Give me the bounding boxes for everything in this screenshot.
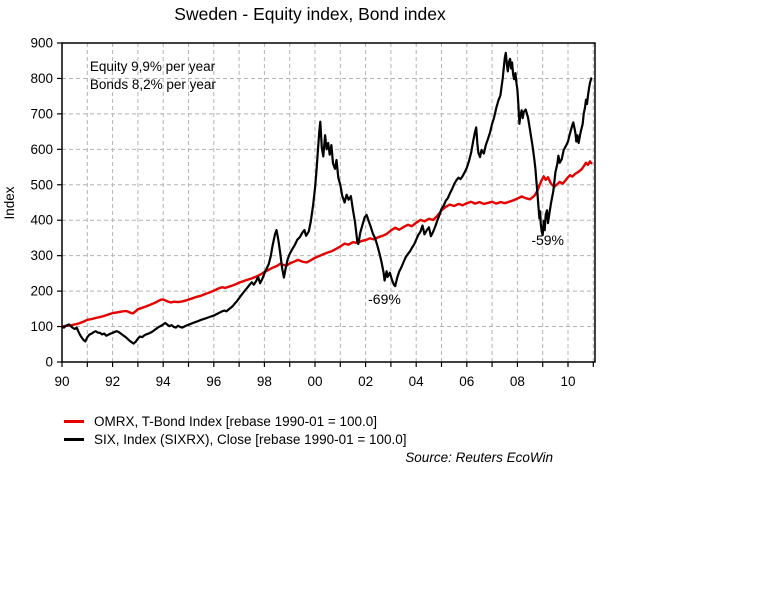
chart-title: Sweden - Equity index, Bond index	[174, 4, 446, 24]
bond-series-line	[60, 160, 593, 328]
equity-series-label: SIX, Index (SIXRX), Close [rebase 1990-0…	[94, 431, 407, 447]
y-axis-tick-label: 300	[30, 248, 53, 263]
y-axis-tick-label: 600	[30, 142, 53, 157]
growth-annotation: Equity 9,9% per year Bonds 8,2% per year	[90, 58, 216, 94]
drawdown-label-2009: -59%	[531, 231, 564, 248]
x-axis-tick-label: 04	[409, 374, 425, 389]
source-credit: Source: Reuters EcoWin	[405, 450, 553, 465]
x-axis-tick-label: 98	[257, 374, 272, 389]
equity-series-line	[60, 51, 593, 345]
y-axis-tick-label: 700	[30, 106, 53, 121]
x-axis-tick-label: 10	[560, 374, 575, 389]
y-axis-title: Index	[2, 186, 17, 219]
x-axis-tick-label: 06	[459, 374, 474, 389]
growth-annotation-bonds: Bonds 8,2% per year	[89, 76, 216, 92]
y-axis-tick-label: 0	[45, 355, 53, 370]
legend: OMRX, T-Bond Index [rebase 1990-01 = 100…	[64, 412, 407, 448]
y-axis-tick-label: 800	[30, 71, 53, 86]
x-axis-tick-label: 94	[156, 374, 172, 389]
y-axis-tick-label: 400	[30, 213, 53, 228]
x-axis-tick-label: 02	[358, 374, 373, 389]
x-axis-tick-label: 00	[307, 374, 322, 389]
legend-item-bond: OMRX, T-Bond Index [rebase 1990-01 = 100…	[64, 412, 407, 430]
y-axis-tick-label: 100	[30, 319, 53, 334]
x-axis-tick-label: 90	[54, 374, 69, 389]
bond-series-label: OMRX, T-Bond Index [rebase 1990-01 = 100…	[94, 413, 378, 429]
drawdown-label-2003: -69%	[368, 291, 401, 308]
legend-item-equity: SIX, Index (SIXRX), Close [rebase 1990-0…	[64, 430, 407, 448]
plot-frame	[61, 42, 596, 363]
plot-generated-layer: 90 92 94 96 98 00 02 04 06 08 10010020030040050060…	[30, 36, 596, 389]
growth-annotation-equity: Equity 9,9% per year	[89, 58, 216, 74]
bond-series-swatch	[64, 419, 84, 423]
equity-series-swatch	[64, 437, 84, 441]
y-axis-tick-label: 500	[30, 177, 53, 192]
x-axis-tick-label: 92	[105, 374, 120, 389]
y-axis-tick-label: 900	[30, 36, 53, 51]
x-axis-tick-label: 08	[510, 374, 525, 389]
x-axis-tick-label: 96	[206, 374, 221, 389]
y-axis-tick-label: 200	[30, 284, 53, 299]
